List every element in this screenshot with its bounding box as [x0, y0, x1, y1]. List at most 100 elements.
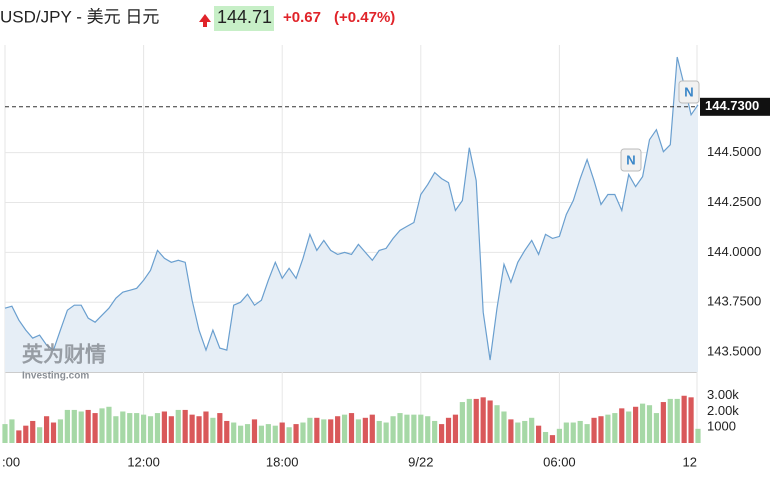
volume-bar: [542, 431, 549, 443]
area: [5, 57, 698, 372]
volume-bar: [432, 420, 438, 443]
x-tick-label: 9/22: [408, 454, 433, 469]
volume-bar: [175, 409, 181, 443]
volume-bar: [570, 422, 576, 443]
volume-bar: [258, 425, 265, 443]
volume-bar: [37, 427, 43, 443]
volume-bar: [161, 411, 167, 443]
volume-bar: [501, 411, 507, 443]
volume-bar: [224, 420, 230, 443]
volume-bar: [168, 416, 174, 443]
news-marker: [620, 148, 642, 172]
volume-bar: [71, 409, 77, 443]
volume-bar: [43, 416, 50, 443]
volume-bar: [522, 420, 528, 443]
volume-bar: [154, 413, 161, 443]
volume-bar: [494, 405, 500, 443]
volume-bar: [390, 416, 396, 443]
volume-bar: [515, 422, 521, 443]
news-label: N: [684, 84, 693, 99]
volume-bar: [626, 411, 632, 443]
y-tick-label: 143.5000: [707, 343, 761, 358]
last-price-label: 144.7300: [705, 98, 759, 113]
volume-bar: [265, 424, 271, 443]
volume-bar: [681, 395, 687, 443]
last-price-bg: [700, 97, 770, 116]
volume-bar: [321, 419, 327, 443]
y-tick-label: 143.7500: [707, 294, 761, 309]
volume-bar: [397, 413, 403, 443]
news-label: N: [626, 152, 635, 167]
volume-bar: [404, 414, 410, 443]
volume-bar: [30, 420, 36, 443]
volume-bar: [134, 413, 140, 443]
volume-bar: [674, 398, 680, 443]
watermark-site: Investing.com: [22, 371, 89, 382]
price-line: [4, 56, 699, 361]
volume-bar: [695, 428, 701, 443]
volume-bar: [639, 403, 646, 443]
up-arrow: [199, 14, 211, 27]
x-tick-label: 18:00: [266, 454, 299, 469]
volume-bar: [244, 424, 251, 443]
volume-bar: [113, 416, 119, 443]
change: +0.67: [283, 9, 321, 26]
volume-bar: [362, 417, 368, 443]
volume-bar: [141, 414, 147, 443]
volume-bar: [667, 398, 673, 443]
volume-bar: [182, 409, 188, 443]
volume-bar: [605, 414, 611, 443]
volume-bar: [466, 398, 472, 443]
volume-bar: [203, 411, 209, 443]
volume-bar: [584, 424, 590, 443]
price-bg: [214, 6, 274, 31]
volume-bar: [480, 397, 486, 443]
volume-bar: [147, 416, 154, 443]
volume-bar: [438, 424, 445, 443]
volume-bar: [459, 402, 465, 443]
volume-bar: [536, 425, 542, 443]
volume-tick-label: 2.00k: [707, 403, 739, 418]
y-tick-label: 144.0000: [707, 244, 761, 259]
price: 144.71: [217, 7, 272, 27]
volume-bar: [286, 427, 292, 443]
y-tick-label: 144.2500: [707, 194, 761, 209]
volume-bar: [619, 408, 625, 443]
volume-bar: [487, 400, 493, 443]
volume-bar: [418, 414, 424, 443]
volume-bar: [189, 414, 195, 443]
x-tick-label: 06:00: [543, 454, 576, 469]
volume-bar: [196, 416, 202, 443]
volume-bar: [529, 417, 535, 443]
volume-bar: [238, 425, 244, 443]
volume-bar: [307, 417, 313, 443]
volume-bar: [328, 419, 334, 443]
volume-bar: [2, 424, 8, 443]
volume-bar: [300, 422, 306, 443]
volume-bar: [688, 397, 694, 443]
volume-bar: [549, 435, 556, 443]
volume-bar: [23, 425, 29, 443]
volume-bar: [210, 417, 216, 443]
x-tick-label: :00: [2, 454, 20, 469]
pair: USD/JPY - 美元 日元: [0, 7, 159, 26]
volume-bar: [598, 416, 604, 443]
volume-bar: [577, 420, 583, 443]
volume-bar: [612, 413, 618, 443]
volume-bar: [508, 419, 514, 443]
y-tick-label: 144.5000: [707, 144, 761, 159]
volume-bar: [314, 417, 320, 443]
volume-bar: [335, 416, 341, 443]
volume-bar: [646, 405, 653, 443]
volume-bar: [341, 414, 348, 443]
volume-bar: [57, 419, 64, 443]
volume-bar: [653, 413, 660, 443]
volume-bar: [272, 425, 278, 443]
volume-bar: [633, 406, 639, 443]
volume-bar: [127, 413, 133, 443]
volume-bar: [383, 422, 389, 443]
volume-tick-label: 3.00k: [707, 387, 739, 402]
x-tick-label: 12: [683, 454, 697, 469]
volume-bar: [445, 417, 452, 443]
